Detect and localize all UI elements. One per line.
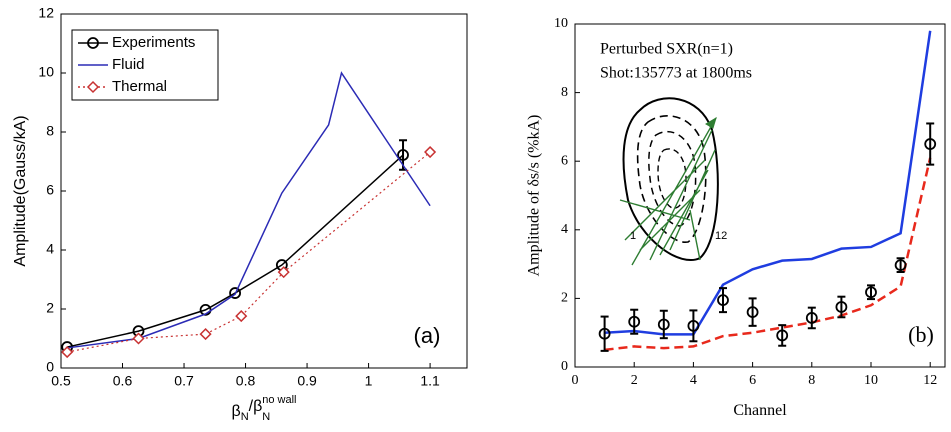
- error-bar: [837, 295, 846, 319]
- marker: [87, 37, 99, 49]
- plot-frame: [574, 23, 946, 368]
- marker: [776, 329, 789, 342]
- x-tick-label: 0: [572, 373, 579, 388]
- x-axis-label-part: N: [241, 411, 249, 423]
- error-bar: [778, 324, 787, 347]
- y-tick-label: 4: [46, 241, 54, 257]
- panel-label: (b): [908, 322, 934, 347]
- error-bar: [807, 306, 816, 330]
- error-bar: [689, 309, 698, 343]
- x-axis-label: Channel: [733, 402, 787, 419]
- marker: [86, 80, 100, 94]
- x-axis-label-part: Channel: [733, 402, 787, 419]
- inset-label: 1: [630, 230, 636, 242]
- annotation: Perturbed SXR(n=1): [600, 41, 733, 58]
- x-tick-label: 0.9: [297, 373, 317, 389]
- marker: [865, 286, 877, 299]
- marker: [229, 287, 241, 299]
- marker: [598, 327, 611, 340]
- y-tick-label: 12: [38, 5, 54, 21]
- x-axis-label: βN/βNno wall: [231, 394, 296, 423]
- y-tick-label: 10: [38, 64, 54, 80]
- y-tick-label: 2: [561, 291, 568, 306]
- marker: [657, 318, 670, 331]
- marker: [835, 301, 848, 313]
- x-tick-label: 8: [808, 373, 815, 388]
- legend-label: Experiments: [112, 34, 195, 51]
- marker: [717, 294, 729, 307]
- x-axis-label-part: no wall: [262, 394, 296, 406]
- legend-label: Fluid: [112, 56, 145, 73]
- marker: [199, 328, 212, 341]
- y-axis-label: Amplitude of δs/s (%kA): [526, 115, 543, 277]
- error-bar: [659, 309, 668, 340]
- marker: [924, 138, 937, 150]
- error-bar: [600, 315, 609, 352]
- series-line: [67, 71, 431, 349]
- marker: [277, 266, 290, 279]
- y-tick-label: 0: [561, 359, 568, 374]
- annotation: Shot:135773 at 1800ms: [600, 65, 752, 82]
- inset-diagram: [619, 97, 719, 266]
- inset-label: 12: [715, 230, 727, 242]
- marker: [687, 319, 700, 332]
- marker: [132, 332, 145, 345]
- legend-label: Thermal: [112, 78, 167, 95]
- error-bar: [630, 308, 639, 335]
- x-tick-label: 0.5: [51, 373, 71, 389]
- marker: [628, 315, 641, 328]
- x-axis-label-part: N: [262, 411, 270, 423]
- y-tick-label: 8: [561, 85, 568, 100]
- panel-label: (a): [414, 323, 441, 348]
- x-tick-label: 0.6: [113, 373, 133, 389]
- series-line: [66, 154, 404, 348]
- marker: [746, 306, 759, 319]
- marker: [235, 310, 248, 323]
- x-tick-label: 4: [690, 373, 697, 388]
- x-tick-label: 12: [923, 373, 937, 388]
- y-tick-label: 6: [46, 182, 54, 198]
- error-bar: [926, 122, 935, 166]
- marker: [61, 346, 74, 359]
- error-bar: [719, 287, 727, 314]
- x-tick-label: 0.7: [174, 373, 194, 389]
- y-tick-label: 0: [46, 359, 54, 375]
- marker: [424, 145, 437, 159]
- series-line: [67, 151, 431, 353]
- x-tick-label: 10: [864, 373, 878, 388]
- series-line: [604, 30, 932, 336]
- marker: [894, 259, 907, 272]
- y-tick-label: 6: [561, 153, 568, 168]
- x-tick-label: 0.8: [236, 373, 256, 389]
- marker: [397, 149, 409, 161]
- x-tick-label: 2: [631, 373, 638, 388]
- x-tick-label: 1: [365, 373, 373, 389]
- y-tick-label: 8: [46, 123, 54, 139]
- x-tick-label: 6: [749, 373, 756, 388]
- y-tick-label: 4: [561, 222, 568, 237]
- error-bar: [748, 297, 757, 327]
- y-tick-label: 2: [46, 300, 54, 316]
- x-tick-label: 1.1: [420, 373, 440, 389]
- y-axis-label: Amplitude(Gauss/kA): [12, 115, 29, 266]
- y-tick-label: 10: [554, 16, 568, 31]
- marker: [805, 312, 818, 324]
- x-axis-label-part: /β: [249, 398, 263, 415]
- x-axis-label-part: β: [231, 403, 240, 420]
